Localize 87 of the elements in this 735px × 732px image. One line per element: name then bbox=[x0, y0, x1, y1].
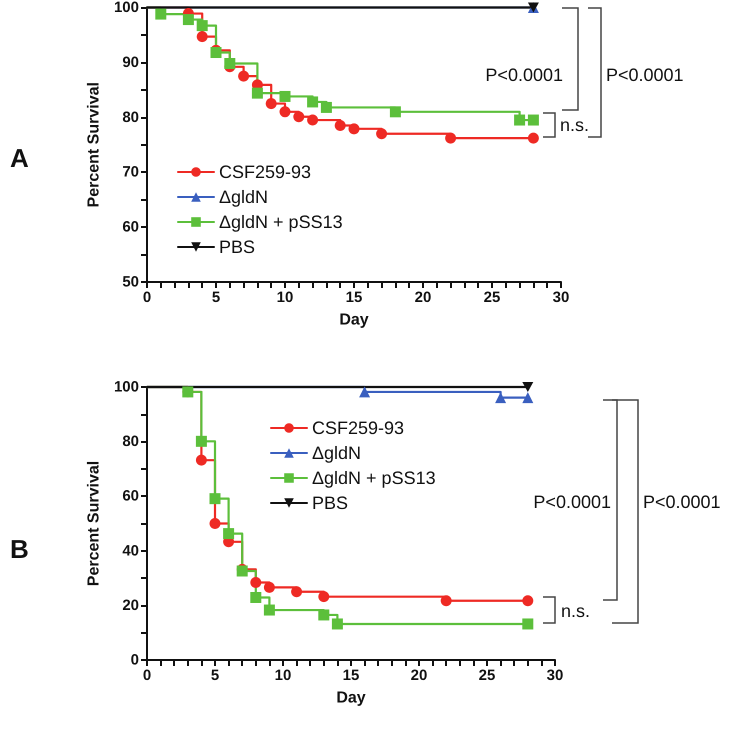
point bbox=[376, 128, 388, 140]
annotation: n.s. bbox=[560, 115, 590, 135]
y-tick-label: 0 bbox=[130, 652, 139, 668]
x-tick-label: 0 bbox=[142, 667, 152, 684]
point bbox=[210, 47, 222, 58]
y-tick-label: 100 bbox=[114, 378, 139, 396]
y-tick-label: 80 bbox=[122, 433, 139, 450]
y-tick-label: 40 bbox=[122, 542, 139, 560]
legend-label: ΔgldN + pSS13 bbox=[219, 212, 343, 232]
legend-label: CSF259-93 bbox=[219, 162, 312, 182]
point bbox=[196, 454, 207, 466]
point bbox=[514, 114, 526, 126]
x-tick-label: 15 bbox=[346, 289, 362, 306]
point bbox=[522, 595, 534, 606]
y-tick-label: 20 bbox=[122, 596, 139, 614]
x-tick-label: 25 bbox=[478, 667, 496, 684]
point bbox=[390, 106, 401, 118]
legend-label: PBS bbox=[312, 493, 348, 513]
text: B bbox=[10, 534, 29, 564]
text: P<0.0001 bbox=[606, 65, 684, 85]
point bbox=[250, 576, 262, 588]
x-tick-label: 5 bbox=[210, 667, 220, 684]
point bbox=[280, 90, 290, 102]
point bbox=[155, 8, 166, 20]
point bbox=[280, 106, 290, 118]
y-tick-label: 50 bbox=[122, 274, 139, 290]
legend-label: ΔgldN bbox=[312, 443, 362, 463]
y-tick-label: 90 bbox=[122, 54, 139, 71]
point bbox=[196, 436, 207, 447]
x-tick-label: 15 bbox=[342, 667, 360, 684]
point bbox=[359, 386, 370, 398]
point bbox=[318, 609, 330, 620]
point bbox=[334, 120, 346, 132]
point bbox=[293, 111, 304, 122]
point bbox=[264, 582, 275, 593]
legend-label: ΔgldN + pSS13 bbox=[312, 468, 436, 488]
point bbox=[307, 96, 318, 108]
point bbox=[291, 586, 302, 598]
legend-label: ΔgldN bbox=[219, 187, 268, 207]
point bbox=[252, 88, 263, 99]
point bbox=[528, 132, 539, 144]
point bbox=[445, 132, 456, 144]
x-tick-label: 5 bbox=[212, 289, 220, 306]
point bbox=[210, 518, 220, 529]
point bbox=[223, 528, 234, 540]
point bbox=[528, 114, 539, 126]
annotation: P<0.0001 bbox=[533, 492, 611, 512]
point bbox=[196, 31, 208, 42]
point bbox=[440, 595, 452, 606]
point bbox=[307, 114, 318, 126]
text: n.s. bbox=[561, 601, 590, 621]
legend-label: PBS bbox=[219, 237, 256, 257]
annotation: P<0.0001 bbox=[485, 65, 563, 85]
x-tick-label: 30 bbox=[552, 289, 570, 306]
point bbox=[332, 618, 343, 630]
text: A bbox=[10, 143, 29, 173]
point bbox=[238, 70, 250, 82]
x-tick-label: 20 bbox=[414, 289, 432, 306]
y-tick-label: 70 bbox=[122, 164, 139, 181]
point bbox=[250, 592, 262, 603]
point bbox=[348, 123, 360, 134]
y-axis-title: Percent Survival bbox=[86, 460, 102, 586]
x-axis-title: Day bbox=[336, 690, 366, 706]
y-tick-label: 80 bbox=[122, 108, 139, 126]
point bbox=[182, 14, 194, 26]
point bbox=[522, 618, 534, 630]
point bbox=[266, 98, 277, 110]
x-tick-label: 10 bbox=[274, 667, 292, 684]
point bbox=[210, 493, 220, 504]
point bbox=[522, 392, 534, 404]
y-axis-title: Percent Survival bbox=[86, 82, 102, 208]
y-tick-label: 60 bbox=[122, 218, 139, 236]
x-tick-label: 0 bbox=[142, 289, 152, 306]
x-tick-label: 20 bbox=[410, 667, 428, 684]
point bbox=[196, 20, 208, 32]
text: P<0.0001 bbox=[643, 492, 721, 512]
x-tick-label: 25 bbox=[484, 289, 500, 306]
x-tick-label: 30 bbox=[546, 667, 564, 684]
point bbox=[320, 102, 332, 113]
y-tick-label: 100 bbox=[114, 0, 139, 16]
y-tick-label: 60 bbox=[122, 488, 139, 505]
x-axis-title: Day bbox=[339, 312, 369, 328]
x-tick-label: 10 bbox=[276, 289, 294, 306]
point bbox=[264, 604, 275, 616]
legend-label: CSF259-93 bbox=[312, 418, 404, 438]
point bbox=[318, 591, 330, 602]
point bbox=[224, 58, 236, 69]
